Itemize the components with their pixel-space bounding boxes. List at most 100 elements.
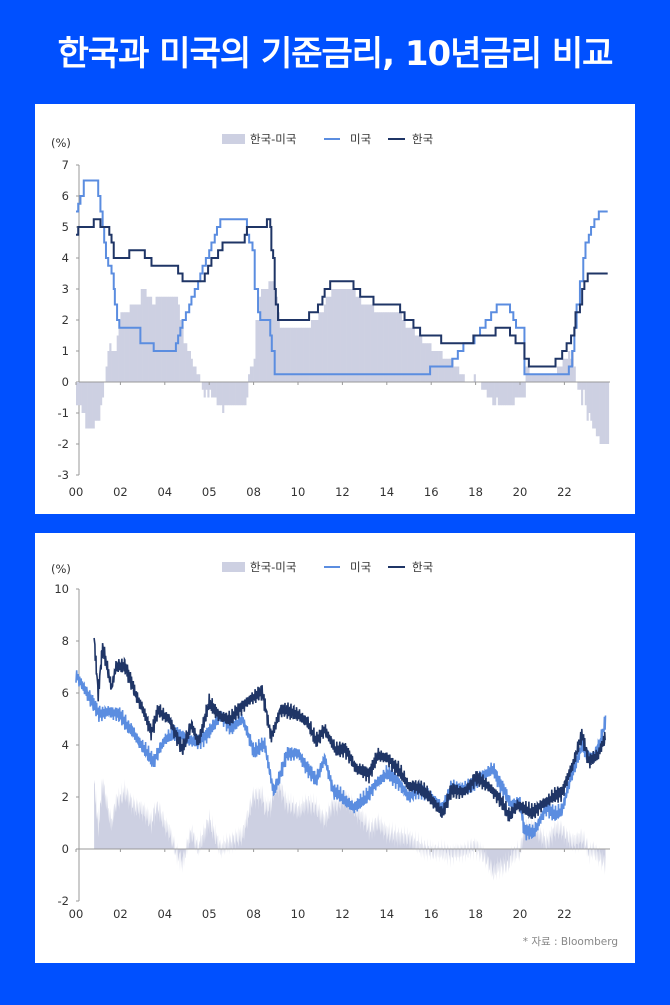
x-tick-label: 08 [246, 907, 261, 921]
diff-bar [453, 366, 456, 382]
diff-bar [127, 312, 130, 382]
diff-bar [473, 374, 476, 382]
x-tick-label: 16 [424, 485, 439, 499]
diff-bar [94, 382, 97, 421]
diff-bar [495, 382, 499, 398]
y-tick-label: 8 [62, 634, 69, 648]
diff-bar [157, 296, 160, 382]
diff-bar [444, 358, 447, 382]
diff-bar [603, 382, 606, 444]
diff-bar [564, 358, 567, 382]
diff-bar [214, 382, 217, 398]
diff-bar [342, 289, 345, 382]
series-line-kr [76, 218, 608, 368]
diff-bar [183, 343, 186, 382]
diff-bar [159, 296, 162, 382]
diff-bar [381, 312, 384, 382]
diff-bar [366, 304, 369, 382]
diff-bar [499, 382, 502, 406]
diff-bar [216, 382, 219, 406]
diff-bar [301, 327, 304, 382]
diff-bar [545, 374, 549, 382]
diff-bar [81, 382, 84, 413]
legend-swatch-diff [222, 562, 245, 572]
x-tick-label: 04 [157, 485, 172, 499]
diff-bar [549, 374, 552, 382]
diff-bar [255, 320, 258, 382]
diff-bar [179, 320, 182, 382]
diff-bar [538, 374, 541, 382]
diff-bar [238, 382, 241, 406]
diff-bar [531, 374, 534, 382]
diff-bar [582, 382, 586, 390]
diff-bar [340, 289, 343, 382]
diff-bar [185, 343, 188, 382]
diff-bar [253, 358, 256, 382]
diff-bar [76, 382, 79, 406]
y-tick-label: 2 [62, 313, 69, 327]
diff-bar [529, 374, 532, 382]
diff-bar [162, 296, 166, 382]
diff-bar [77, 382, 80, 406]
diff-bar [344, 289, 347, 382]
diff-bar [114, 351, 117, 382]
diff-bar [90, 382, 93, 429]
diff-bar [551, 374, 554, 382]
diff-bar [427, 343, 430, 382]
x-tick-label: 12 [335, 485, 350, 499]
x-tick-label: 04 [157, 907, 172, 921]
diff-bar [442, 358, 445, 382]
diff-bar [409, 327, 412, 382]
diff-bar [397, 312, 401, 382]
diff-bar [283, 327, 286, 382]
diff-bar [129, 304, 132, 382]
diff-bar [446, 358, 449, 382]
diff-bar [462, 374, 465, 382]
diff-bar [122, 312, 125, 382]
diff-bar [166, 296, 169, 382]
y-tick-label: -2 [58, 437, 69, 451]
diff-bar [562, 358, 565, 382]
x-tick-label: 14 [379, 907, 394, 921]
diff-bar [290, 327, 293, 382]
diff-bar [266, 289, 269, 382]
diff-bar [353, 289, 356, 382]
diff-bar [314, 320, 317, 382]
diff-bar [262, 289, 265, 382]
diff-bar [392, 312, 395, 382]
diff-bar [501, 382, 504, 406]
diff-bar [131, 304, 134, 382]
x-tick-label: 12 [335, 907, 350, 921]
diff-bar [174, 296, 177, 382]
diff-bar [249, 366, 253, 382]
y-tick-label: -3 [58, 468, 69, 482]
diff-bar [264, 289, 267, 382]
diff-bar [118, 320, 121, 382]
diff-bar [137, 304, 140, 382]
diff-bar [192, 366, 195, 382]
legend-label-kr: 한국 [412, 132, 433, 146]
diff-bar [569, 358, 573, 382]
diff-bar [224, 382, 227, 406]
diff-bar [194, 366, 197, 382]
diff-bar [198, 374, 201, 382]
legend-label-diff: 한국-미국 [250, 132, 296, 146]
diff-bar [542, 374, 545, 382]
legend-label-us: 미국 [350, 560, 371, 574]
diff-bar [296, 327, 299, 382]
y-tick-label: 0 [62, 375, 69, 389]
diff-bar [555, 374, 558, 382]
diff-bar [360, 304, 364, 382]
legend-swatch-diff [222, 134, 245, 144]
x-tick-label: 10 [291, 907, 306, 921]
diff-bar [207, 382, 210, 398]
diff-bar [79, 382, 82, 406]
diff-bar [107, 351, 110, 382]
diff-bar [257, 320, 260, 382]
diff-bar [246, 382, 249, 398]
diff-area [94, 775, 606, 881]
diff-bar [211, 382, 214, 398]
diff-bar [96, 382, 99, 421]
diff-bar [146, 296, 149, 382]
x-tick-label: 22 [557, 485, 572, 499]
